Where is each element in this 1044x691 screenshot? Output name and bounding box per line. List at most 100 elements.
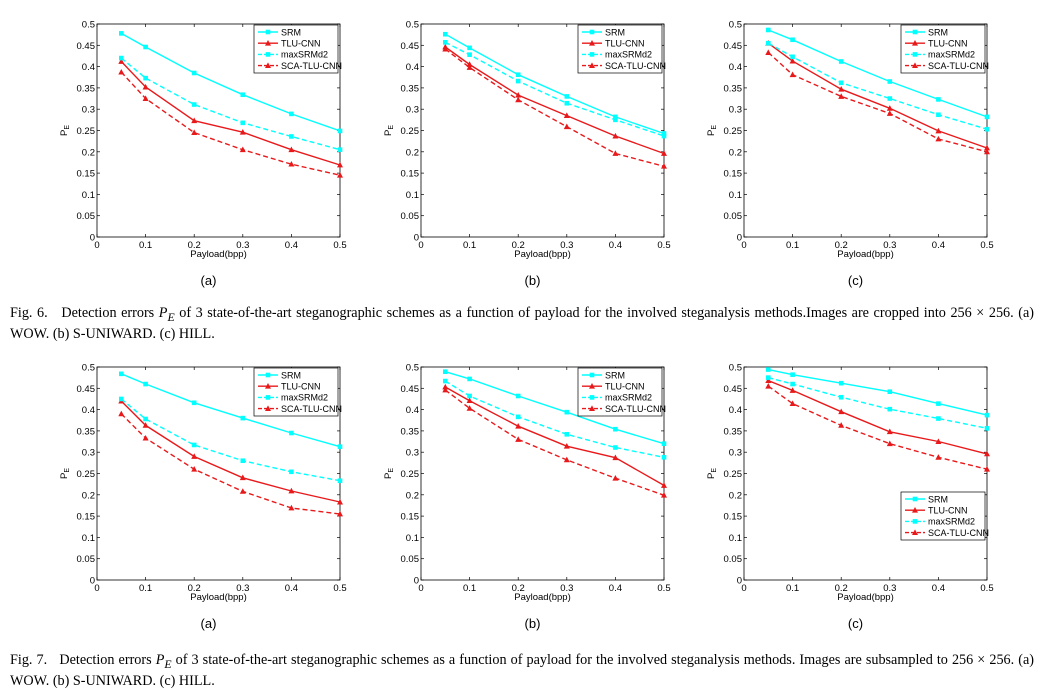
legend-label-sca-tlu-cnn: SCA-TLU-CNN	[928, 61, 989, 71]
data-point-sca-tlu-cnn	[239, 488, 246, 494]
chart-panel-fig6-b: 0 0.05 0.1 0.15 0.2 0.25 0.3 0.35 0.4 0.45 0.5 0 0.1…	[383, 20, 671, 289]
y-tick-label: 0.05	[401, 554, 420, 565]
x-tick-label: 0.4	[609, 240, 622, 251]
data-point-srm	[240, 92, 246, 98]
x-tick-label: 0.2	[835, 240, 848, 251]
y-tick-label: 0.45	[724, 384, 743, 395]
y-tick-label: 0.4	[82, 62, 95, 73]
series-line-srm	[444, 33, 665, 135]
data-point-srm	[564, 409, 570, 415]
data-point-maxsrmd2	[936, 416, 941, 421]
data-point-srm	[337, 444, 343, 449]
data-point-tlu-cnn	[789, 57, 796, 64]
data-point-srm	[143, 381, 148, 387]
y-tick-label: 0.25	[77, 126, 96, 137]
chart-panel-fig7-a: 0 0.05 0.1 0.15 0.2 0.25 0.3 0.35 0.4 0.45 0.5 0 0.1…	[59, 363, 347, 632]
y-tick-label: 0.15	[401, 169, 420, 180]
data-point-srm	[191, 400, 197, 406]
y-tick-label: 0.5	[82, 363, 95, 374]
y-tick-label: 0.2	[729, 147, 742, 158]
data-point-srm	[766, 367, 771, 372]
series-line-maxsrmd2	[768, 376, 988, 429]
data-point-maxsrmd2	[984, 126, 990, 132]
x-tick-label: 0	[741, 583, 746, 594]
data-point-tlu-cnn	[288, 487, 295, 494]
data-point-maxsrmd2	[936, 112, 941, 118]
data-point-maxsrmd2	[766, 375, 771, 380]
data-point-sca-tlu-cnn	[661, 163, 667, 169]
y-axis-label: PE	[383, 125, 395, 136]
data-point-srm	[515, 393, 521, 399]
data-point-srm	[289, 430, 294, 436]
y-tick-label: 0.45	[401, 41, 420, 52]
chart-panel-fig6-c: 0 0.05 0.1 0.15 0.2 0.25 0.3 0.35 0.4 0.45 0.5 0 0.1…	[706, 20, 994, 289]
data-point-tlu-cnn	[515, 423, 522, 429]
figure-7-caption: Fig. 7. Detection errors PE of 3 state-o…	[10, 652, 1034, 690]
y-tick-label: 0.4	[729, 62, 742, 73]
y-axis-label: PE	[59, 125, 71, 136]
x-tick-label: 0.5	[980, 240, 993, 251]
x-tick-label: 0.3	[560, 583, 573, 594]
legend-marker-srm	[265, 29, 271, 35]
legend-marker-maxsrmd2	[912, 519, 918, 524]
data-point-sca-tlu-cnn	[935, 135, 942, 142]
figure-6-caption-pre: Detection errors	[61, 305, 159, 321]
y-tick-label: 0.1	[729, 533, 742, 544]
y-axis-label: PE	[59, 468, 71, 479]
series-line-tlu-cnn	[768, 379, 988, 455]
data-point-srm	[613, 426, 618, 432]
data-point-srm	[936, 401, 941, 406]
legend-marker-srm	[912, 496, 918, 502]
y-tick-label: 0.4	[82, 405, 95, 416]
legend-marker-sca-tlu-cnn	[265, 62, 271, 68]
data-point-tlu-cnn	[563, 443, 570, 449]
data-point-sca-tlu-cnn	[612, 474, 619, 481]
figure-6-caption-post: of 3 state-of-the-art steganographic sch…	[10, 305, 1034, 342]
data-point-srm	[443, 31, 448, 37]
y-tick-label: 0.35	[77, 426, 96, 437]
data-point-sca-tlu-cnn	[288, 160, 295, 167]
x-tick-label: 0.5	[657, 583, 670, 594]
y-tick-label: 0.35	[77, 83, 96, 94]
x-tick-label: 0.4	[932, 240, 945, 251]
data-point-srm	[936, 97, 941, 102]
x-tick-label: 0.3	[883, 240, 896, 251]
data-point-tlu-cnn	[789, 387, 796, 393]
series-line-tlu-cnn	[444, 386, 665, 487]
legend-label-sca-tlu-cnn: SCA-TLU-CNN	[281, 61, 342, 71]
data-point-tlu-cnn	[515, 91, 522, 98]
chart-panel-fig6-a: 0 0.05 0.1 0.15 0.2 0.25 0.3 0.35 0.4 0.45 0.5 0 0.1…	[59, 20, 347, 289]
data-point-srm	[887, 79, 893, 84]
y-tick-label: 0.05	[77, 211, 96, 222]
series-line-srm	[445, 371, 665, 445]
x-tick-label: 0.2	[835, 583, 848, 594]
legend-label-tlu-cnn: TLU-CNN	[928, 39, 968, 49]
figure-6-label: Fig. 6.	[10, 305, 48, 321]
data-point-maxsrmd2	[119, 396, 124, 402]
x-tick-label: 0.2	[188, 583, 201, 594]
legend-label-maxsrmd2: maxSRMd2	[928, 517, 975, 527]
y-tick-label: 0.3	[729, 448, 742, 459]
data-point-maxsrmd2	[613, 445, 618, 450]
data-point-tlu-cnn	[886, 105, 893, 111]
x-tick-label: 0.2	[512, 240, 525, 251]
legend-marker-maxsrmd2	[589, 52, 595, 57]
data-point-srm	[467, 376, 472, 382]
series-line-sca-tlu-cnn	[767, 385, 988, 470]
x-tick-label: 0.1	[786, 583, 799, 594]
legend-marker-tlu-cnn	[589, 40, 595, 46]
y-tick-label: 0.1	[82, 190, 95, 201]
figure-7-metric: P	[155, 652, 165, 668]
data-point-srm	[443, 369, 448, 374]
x-tick-label: 0.5	[333, 583, 346, 594]
x-tick-label: 0.1	[139, 583, 152, 594]
series-line-maxsrmd2	[767, 42, 988, 130]
data-point-tlu-cnn	[239, 129, 246, 135]
x-tick-label: 0.1	[786, 240, 799, 251]
y-tick-label: 0.2	[406, 147, 419, 158]
y-tick-label: 0.35	[401, 83, 420, 94]
data-point-maxsrmd2	[564, 432, 570, 437]
legend-marker-srm	[912, 29, 918, 35]
legend-label-sca-tlu-cnn: SCA-TLU-CNN	[605, 404, 666, 414]
